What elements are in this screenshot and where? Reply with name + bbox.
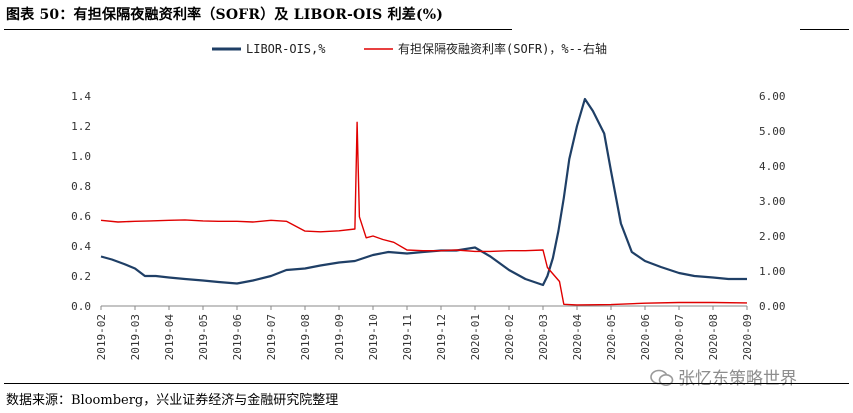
x-tick-label: 2019-08	[299, 314, 312, 360]
x-tick-label: 2020-01	[469, 314, 482, 360]
y-right-tick-label: 6.00	[759, 90, 786, 103]
watermark-text: 张忆东策略世界	[678, 369, 797, 389]
x-tick-label: 2020-07	[673, 314, 686, 360]
legend-label-libor-ois: LIBOR-OIS,%	[246, 42, 326, 56]
watermark: 张忆东策略世界	[650, 364, 797, 389]
x-tick-label: 2019-06	[231, 314, 244, 360]
x-tick-label: 2019-04	[163, 314, 176, 361]
footer-rule	[4, 383, 849, 384]
y-right-tick-label: 1.00	[759, 265, 786, 278]
chart-title: 图表 50：有担保隔夜融资利率（SOFR）及 LIBOR-OIS 利差(%)	[6, 7, 444, 23]
chart-series	[100, 97, 748, 306]
x-tick-label: 2019-10	[367, 314, 380, 360]
y-left-tick-label: 0.6	[71, 210, 91, 223]
y-left-tick-label: 1.2	[71, 120, 91, 133]
x-tick-label: 2020-02	[503, 314, 516, 360]
x-tick-label: 2020-08	[707, 314, 720, 360]
x-tick-label: 2019-03	[129, 314, 142, 360]
x-tick-label: 2019-05	[197, 314, 210, 360]
y-right-tick-label: 2.00	[759, 230, 786, 243]
libor-ois-line	[100, 97, 747, 287]
x-tick-label: 2019-11	[401, 314, 414, 360]
x-tick-label: 2020-09	[741, 314, 754, 360]
x-tick-label: 2019-02	[95, 314, 108, 360]
x-tick-label: 2019-09	[333, 314, 346, 360]
x-tick-label: 2019-12	[435, 314, 448, 360]
y-left-tick-label: 0.4	[71, 240, 91, 253]
y-left-tick-label: 1.0	[71, 150, 91, 163]
x-tick-label: 2020-05	[605, 314, 618, 360]
y-left-tick-label: 0.8	[71, 180, 91, 193]
wechat-icon	[650, 369, 674, 387]
x-tick-label: 2020-03	[537, 314, 550, 360]
y-right-tick-label: 3.00	[759, 195, 786, 208]
y-left-tick-label: 0.0	[71, 300, 91, 313]
legend-label-sofr: 有担保隔夜融资利率(SOFR)，%--右轴	[398, 41, 607, 56]
chart-axes: 0.0 0.2 0.4 0.6 0.8 1.0 1.2 1.4 0.00 1.00 2.00 3.00…	[71, 90, 785, 360]
title-underline-right	[800, 29, 849, 30]
y-right-tick-label: 5.00	[759, 125, 786, 138]
y-right-tick-label: 4.00	[759, 160, 786, 173]
source-note: 数据来源：Bloomberg，兴业证券经济与金融研究院整理	[6, 393, 339, 408]
chart-legend: LIBOR-OIS,% 有担保隔夜融资利率(SOFR)，%--右轴	[212, 41, 607, 56]
title-underline-left	[4, 29, 512, 30]
x-tick-label: 2020-04	[571, 314, 584, 361]
y-right-tick-label: 0.00	[759, 300, 786, 313]
y-left-tick-label: 0.2	[71, 270, 91, 283]
y-left-tick-label: 1.4	[71, 90, 91, 103]
x-tick-label: 2019-07	[265, 314, 278, 360]
x-tick-label: 2020-06	[639, 314, 652, 360]
sofr-line	[100, 121, 748, 306]
